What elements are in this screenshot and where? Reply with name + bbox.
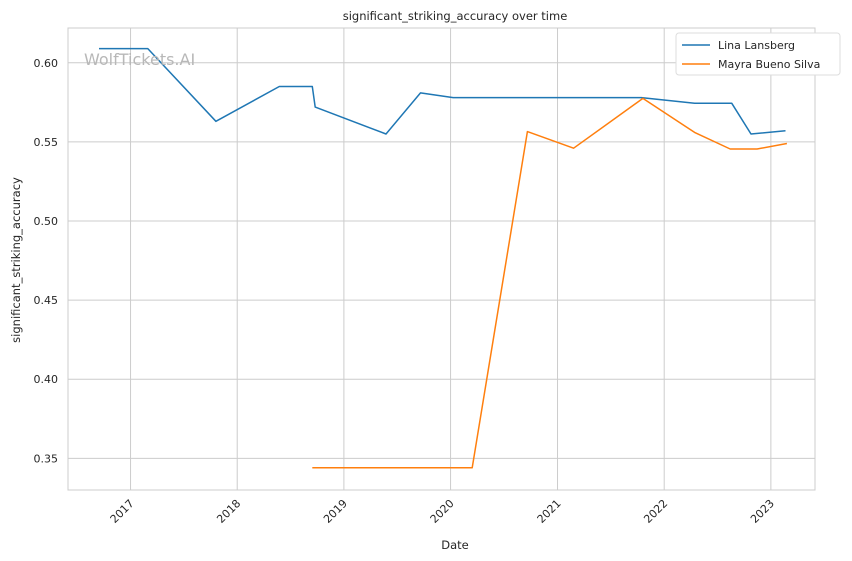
x-axis-label: Date [441,538,469,552]
series-line-lina-lansberg [99,47,786,135]
legend: Lina Lansberg Mayra Bueno Silva [675,32,841,76]
legend-label-lina-lansberg: Lina Lansberg [718,39,795,52]
y-tick-label: 0.45 [34,294,59,307]
x-tick-label: 2017 [108,497,137,526]
y-tick-label: 0.60 [34,57,59,70]
y-axis-ticks: 0.35 0.40 0.45 0.50 0.55 0.60 [34,57,59,466]
plot-area-frame [67,27,816,491]
legend-label-mayra-bueno-silva: Mayra Bueno Silva [718,58,820,71]
y-tick-label: 0.40 [34,373,59,386]
watermark-text: WolfTickets.AI [84,50,195,69]
x-axis-ticks: 2017 2018 2019 2020 2021 2022 2023 [108,497,777,526]
y-axis-label: significant_striking_accuracy [9,177,23,343]
y-tick-label: 0.50 [34,215,59,228]
chart-title: significant_striking_accuracy over time [343,9,568,23]
series-layer [99,47,788,469]
y-tick-label: 0.55 [34,136,59,149]
legend-box [675,32,841,76]
x-tick-label: 2021 [535,497,564,526]
y-tick-label: 0.35 [34,452,59,465]
x-tick-label: 2022 [641,497,670,526]
x-tick-label: 2018 [214,497,243,526]
x-tick-label: 2023 [748,497,777,526]
series-line-mayra-bueno-silva [312,97,788,469]
x-tick-label: 2020 [428,497,457,526]
x-tick-label: 2019 [321,497,350,526]
grid-lines [68,28,815,490]
